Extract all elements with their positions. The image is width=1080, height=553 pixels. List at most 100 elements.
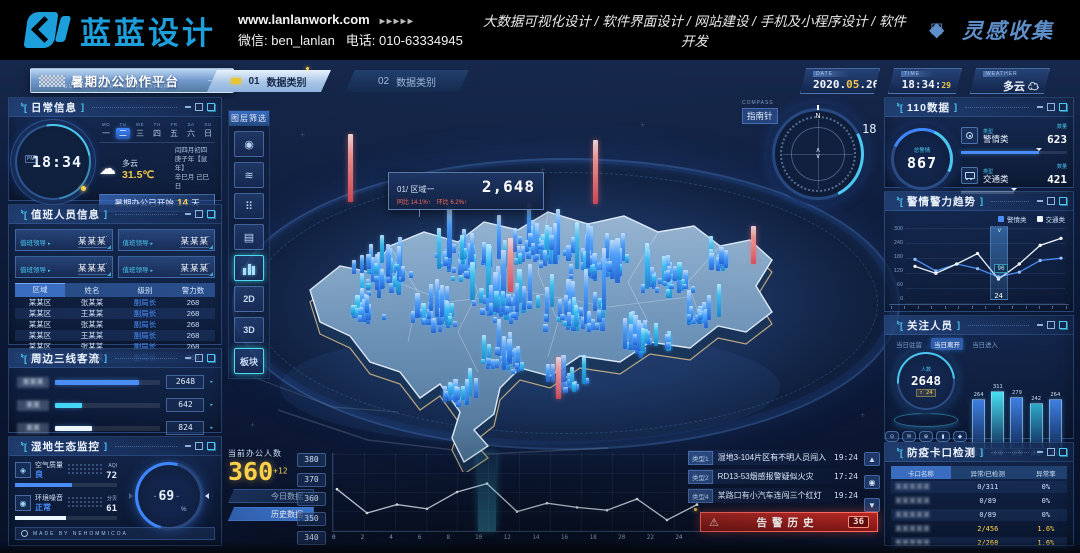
focus-tab[interactable]: 当日驻留 (896, 342, 922, 349)
legend-item[interactable]: 交通类 (1036, 214, 1065, 224)
duty-card[interactable]: 值班领导 ▸ ‥ 某某某 (15, 256, 113, 278)
legend-item[interactable]: 警情类 (998, 214, 1027, 224)
minimize-icon[interactable] (185, 445, 191, 447)
clock-time: 18:34 (31, 153, 83, 171)
duty-card[interactable]: 值班领导 ▸ ‥ 某某某 (117, 229, 215, 251)
alert-tag: 类型4 (688, 488, 713, 503)
layer-button-板块[interactable]: 板块 (234, 348, 264, 374)
panel-title: 110数据 (907, 101, 950, 114)
more-icon[interactable]: ‥ (205, 260, 210, 266)
checkpoint-rate: 0% (1041, 510, 1051, 519)
table-row[interactable]: 某某区 张某某 副局长 268 (15, 341, 215, 352)
minimize-icon[interactable] (185, 357, 191, 359)
signal-icon[interactable]: ≋ (234, 162, 264, 188)
layer-button-2D[interactable]: 2D (234, 286, 264, 312)
focus-filter-icon-3[interactable]: ⊕ (919, 431, 933, 442)
minimize-icon[interactable] (1037, 106, 1043, 108)
window-icon[interactable] (195, 354, 203, 362)
checkpoint-row[interactable]: 某某某某某 2/456 1.6% (891, 523, 1067, 536)
checkpoint-ratio: 0/89 (979, 510, 997, 519)
minimize-icon[interactable] (1037, 324, 1043, 326)
grid-icon[interactable]: ⠿ (234, 193, 264, 219)
camera-icon[interactable]: ◉ (234, 131, 264, 157)
expand-icon[interactable] (207, 210, 215, 218)
scroll-up-icon[interactable]: ▲ (864, 452, 880, 466)
window-icon[interactable] (1047, 197, 1055, 205)
column-header[interactable]: 区域 (15, 283, 65, 297)
duty-role: 值班领导 (20, 267, 46, 274)
cell: 某某区 (28, 298, 52, 307)
expand-icon[interactable] (207, 103, 215, 111)
tab-01[interactable]: 01 数据类别 (207, 70, 331, 92)
minimize-icon[interactable] (1037, 200, 1043, 202)
bar-chart-icon[interactable] (234, 255, 264, 281)
focus-filter-icon-4[interactable]: ▮ (936, 431, 950, 442)
focus-tab[interactable]: 当日进入 (972, 342, 998, 349)
panel-alarm-trend: 〝[警情警力趋势] 警情类 交通类 300 240 180 120 60 0 v 90 24 (884, 191, 1074, 312)
tab-indicator-dot (306, 67, 309, 70)
table-row[interactable]: 某某区 王某某 副局长 268 (15, 330, 215, 341)
column-header[interactable]: 姓名 (84, 285, 100, 295)
checkpoint-row[interactable]: 某某某某某 0/311 0% (891, 480, 1067, 493)
table-row[interactable]: 某某区 张某某 副局长 268 (15, 319, 215, 330)
minimize-icon[interactable] (1037, 451, 1043, 453)
more-icon[interactable]: ‥ (103, 260, 108, 266)
website-link[interactable]: www.lanlanwork.com (238, 12, 370, 27)
window-icon[interactable] (1047, 448, 1055, 456)
alert-row[interactable]: 类型1 湿地3-104片区有不明人员闯入 19:24 (688, 450, 858, 465)
table-row[interactable]: 某某区 王某某 副局长 268 (15, 308, 215, 319)
tab-id: 01 (248, 75, 260, 87)
minimize-icon[interactable] (185, 213, 191, 215)
duty-card[interactable]: 值班领导 ▸ ‥ 某某某 (15, 229, 113, 251)
column-header[interactable]: 警力数 (181, 285, 205, 295)
tab-02[interactable]: 02 数据类别 (345, 70, 469, 92)
expand-icon[interactable] (1059, 448, 1067, 456)
alert-text: 某路口有小汽车连闯三个红灯 (717, 491, 822, 500)
column-header[interactable]: 卡口名称 (891, 466, 951, 479)
minimize-icon[interactable] (185, 106, 191, 108)
alert-row[interactable]: 类型4 某路口有小汽车连闯三个红灯 19:24 (688, 488, 858, 503)
checkpoint-rate: 1.6% (1025, 539, 1067, 547)
window-icon[interactable] (195, 210, 203, 218)
alert-row[interactable]: 类型2 RD13-53烟感报警疑似火灾 17:24 (688, 469, 858, 484)
panel-daily-info: 〝[日常信息] PM 18:34 MO 一 TU 二 WE 三 TH 四 FR 五 SA 六 SU 日 ☁… (8, 97, 222, 212)
inspiration-collect[interactable]: ◆ ◇ 灵感收集 (924, 15, 1054, 45)
focus-bar-column: 279涉黑 (1009, 390, 1025, 457)
flow-bar-fill (55, 379, 140, 385)
weekday-cell: SU 日 (204, 122, 212, 138)
flow-label: 某某 (17, 422, 49, 434)
window-icon[interactable] (1047, 103, 1055, 111)
alert-history-button[interactable]: ⚠ 告警历史 36 (700, 512, 878, 532)
expand-icon[interactable] (1059, 103, 1067, 111)
expand-icon[interactable] (1059, 197, 1067, 205)
focus-filter-icon-1[interactable]: ⊙ (885, 431, 899, 442)
weekday-cell: WE 三 (135, 122, 145, 138)
more-icon[interactable]: ‥ (205, 233, 210, 239)
window-icon[interactable] (195, 103, 203, 111)
expand-icon[interactable] (207, 354, 215, 362)
focus-tab[interactable]: 当日离开 (931, 338, 963, 350)
legend-label: 警情类 (1007, 217, 1027, 224)
duty-card[interactable]: 值班领导 ▸ ‥ 某某某 (117, 256, 215, 278)
building-icon[interactable]: ▤ (234, 224, 264, 250)
expand-icon[interactable] (207, 442, 215, 450)
more-icon[interactable]: ‥ (103, 233, 108, 239)
tick-icon: ▸ (210, 402, 213, 408)
table-row[interactable]: 某某区 张某某 副局长 268 (15, 297, 215, 308)
column-header[interactable]: 异常/已检测 (970, 470, 1005, 478)
column-header[interactable]: 异常率 (1036, 470, 1056, 478)
platform-inner-ring (252, 172, 878, 434)
focus-filter-icon-5[interactable]: ◆ (953, 431, 967, 442)
office-chart-x-axis: 0 2 4 6 8 10 12 14 16 18 20 22 24 (332, 534, 704, 541)
window-icon[interactable] (195, 442, 203, 450)
checkpoint-row[interactable]: 某某某某某 0/89 0% (891, 495, 1067, 508)
scroll-dot-icon[interactable]: ◉ (864, 475, 880, 489)
window-icon[interactable] (1047, 321, 1055, 329)
checkpoint-row[interactable]: 某某某某某 0/89 0% (891, 508, 1067, 521)
focus-filter-icon-2[interactable]: ✉ (902, 431, 916, 442)
column-header[interactable]: 级别 (137, 285, 153, 295)
scroll-down-icon[interactable]: ▼ (864, 498, 880, 512)
count-value: 421 (1047, 173, 1067, 186)
expand-icon[interactable] (1059, 321, 1067, 329)
layer-button-3D[interactable]: 3D (234, 317, 264, 343)
